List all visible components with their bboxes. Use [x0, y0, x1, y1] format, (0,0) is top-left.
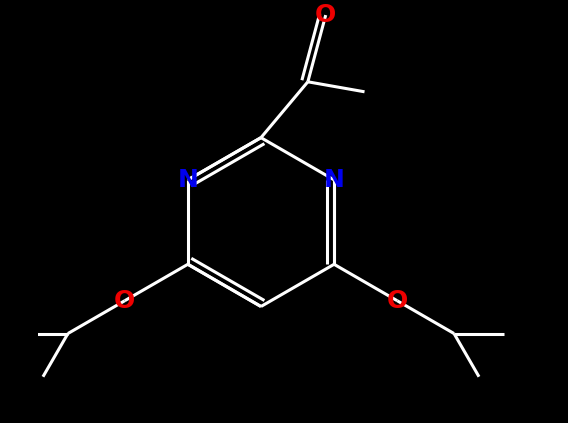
Text: O: O: [387, 289, 408, 313]
Text: O: O: [114, 289, 135, 313]
Text: O: O: [315, 3, 336, 27]
Text: N: N: [177, 168, 198, 192]
Text: N: N: [324, 168, 345, 192]
